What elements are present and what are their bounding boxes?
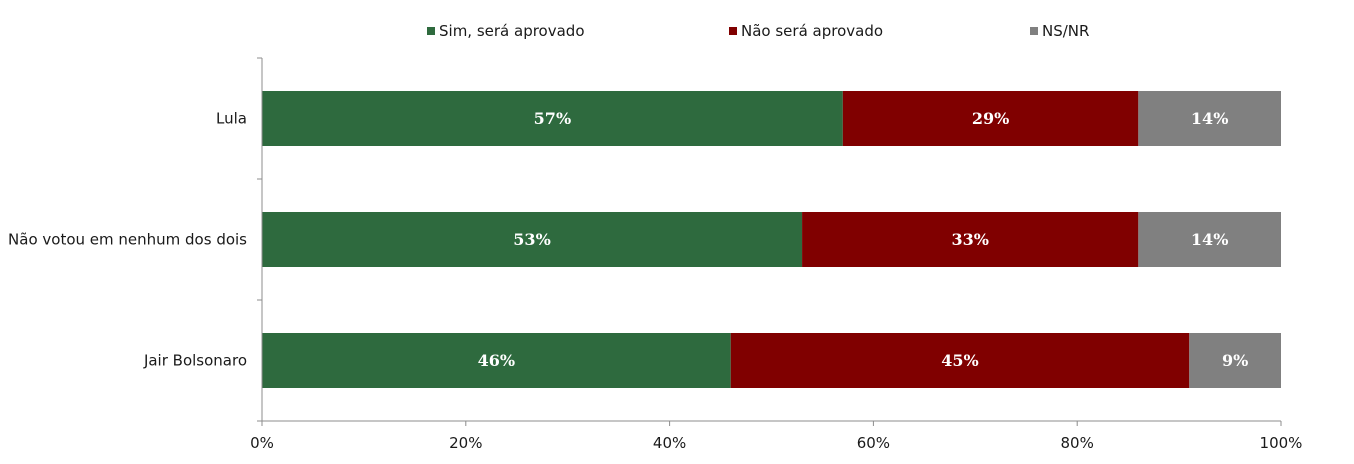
legend-swatch: [1030, 27, 1038, 35]
data-label: 14%: [1191, 230, 1228, 249]
legend-swatch: [729, 27, 737, 35]
data-label: 46%: [478, 351, 515, 370]
x-tick-label: 40%: [653, 434, 686, 452]
category-label: Jair Bolsonaro: [143, 352, 247, 370]
bar-3-category-1: [1138, 91, 1281, 146]
data-label: 33%: [951, 230, 988, 249]
category-label: Não votou em nenhum dos dois: [8, 231, 247, 249]
legend-swatch: [427, 27, 435, 35]
legend-label: NS/NR: [1042, 22, 1089, 40]
bar-3-category-3: [1189, 333, 1281, 388]
data-label: 9%: [1222, 351, 1248, 370]
x-tick-label: 100%: [1260, 434, 1303, 452]
labels: 57% 29% 14% Lula 53% 33% 14% Não votou em nenhu…: [8, 109, 1302, 452]
bar-1-category-3: [262, 333, 731, 388]
data-label: 29%: [972, 109, 1009, 128]
legend-label: Sim, será aprovado: [439, 22, 585, 40]
bar-1-category-1: [262, 91, 843, 146]
data-label: 53%: [513, 230, 550, 249]
data-label: 14%: [1191, 109, 1228, 128]
legend: Sim, será aprovado Não será aprovado NS/NR: [427, 22, 1089, 40]
x-tick-label: 80%: [1061, 434, 1094, 452]
bars: [262, 91, 1281, 388]
bar-2-category-3: [730, 333, 1190, 388]
data-label: 57%: [534, 109, 571, 128]
x-tick-label: 0%: [250, 434, 274, 452]
bar-2-category-2: [802, 212, 1139, 267]
bar-1-category-2: [262, 212, 803, 267]
bar-3-category-2: [1138, 212, 1281, 267]
x-tick-label: 60%: [857, 434, 890, 452]
bar-2-category-1: [842, 91, 1139, 146]
x-tick-label: 20%: [449, 434, 482, 452]
axes: [257, 57, 1282, 426]
legend-label: Não será aprovado: [741, 22, 883, 40]
data-label: 45%: [941, 351, 978, 370]
category-label: Lula: [216, 110, 247, 128]
